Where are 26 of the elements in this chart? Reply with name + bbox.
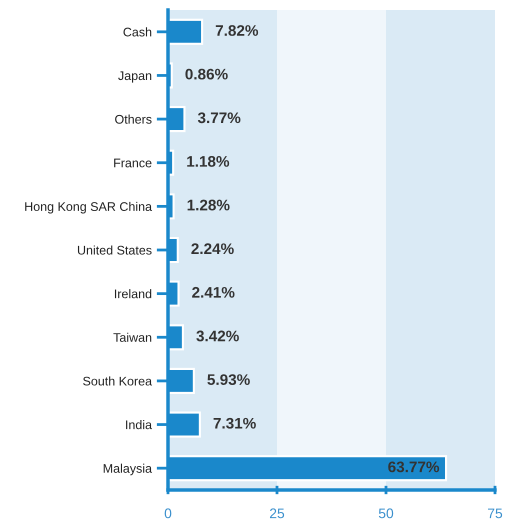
y-tick-label: Cash bbox=[123, 27, 152, 36]
x-tick-label: 25 bbox=[270, 508, 284, 518]
y-tick-label: Malaysia bbox=[104, 464, 152, 476]
y-tick-label: Others bbox=[115, 114, 152, 124]
y-tick-label: South Korea bbox=[83, 376, 152, 386]
y-tick-label: India bbox=[126, 420, 152, 430]
y-tick-label: France bbox=[114, 158, 152, 168]
x-tick-label: 50 bbox=[378, 508, 394, 518]
data-label: 2.24% bbox=[191, 243, 234, 254]
data-label: 3.77% bbox=[198, 112, 240, 124]
data-label: 2.41% bbox=[192, 286, 235, 298]
x-tick-label: 75 bbox=[488, 508, 502, 518]
data-label: 7.31% bbox=[214, 418, 256, 429]
data-label: 5.93% bbox=[207, 374, 250, 386]
data-label: 1.18% bbox=[187, 156, 230, 167]
data-label: 1.28% bbox=[188, 200, 230, 210]
data-label: 3.42% bbox=[196, 330, 239, 342]
x-tick-label: 0 bbox=[164, 508, 172, 518]
y-tick-label: Taiwan bbox=[113, 332, 152, 342]
y-tick-label: Ireland bbox=[114, 289, 152, 298]
y-tick-label: Japan bbox=[118, 71, 152, 83]
data-label: 63.77% bbox=[388, 461, 440, 472]
y-tick-label: Hong Kong SAR China bbox=[25, 202, 152, 214]
data-label: 0.86% bbox=[185, 68, 228, 80]
data-label: 7.82% bbox=[216, 25, 258, 36]
y-tick-label: United States bbox=[78, 245, 152, 255]
